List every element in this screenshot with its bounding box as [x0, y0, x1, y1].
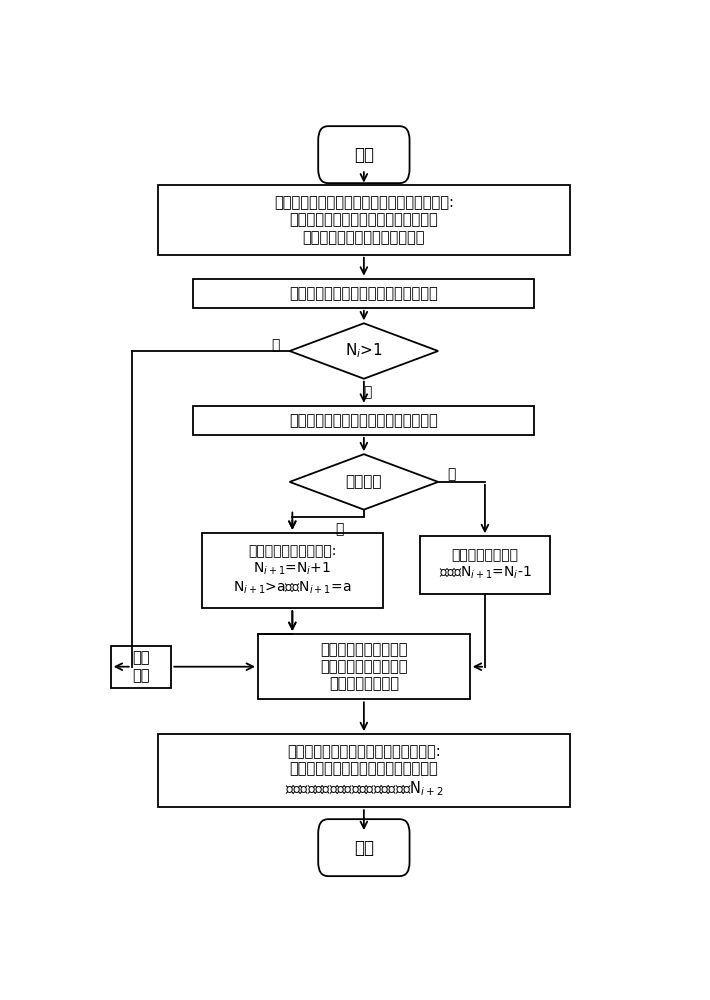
- Text: 前一上电周期蓄电池性能下降结果判断: 前一上电周期蓄电池性能下降结果判断: [290, 413, 438, 428]
- Bar: [193, 279, 535, 308]
- Bar: [202, 533, 383, 608]
- Text: 正常
唤醒: 正常 唤醒: [132, 651, 150, 683]
- Text: 是: 是: [335, 522, 344, 536]
- Text: 读取储存于可擦除可编辑只读器中的相关信息:
前一上电周期蓄电池性能下降判断结果
前一上电周期低压上电唤醒次数: 读取储存于可擦除可编辑只读器中的相关信息: 前一上电周期蓄电池性能下降判断结果 …: [274, 195, 454, 245]
- Polygon shape: [290, 454, 438, 510]
- Polygon shape: [290, 323, 438, 379]
- Text: 开始: 开始: [354, 146, 374, 164]
- Text: 否: 否: [272, 338, 280, 352]
- Text: 当前周期上电唤醒
次数：N$_{i+1}$=N$_{i}$-1: 当前周期上电唤醒 次数：N$_{i+1}$=N$_{i}$-1: [439, 549, 531, 581]
- Bar: [158, 185, 570, 255]
- Bar: [420, 536, 550, 594]
- Bar: [258, 634, 470, 699]
- Bar: [158, 734, 570, 807]
- Text: 结束: 结束: [354, 839, 374, 857]
- Text: 当前周期上电唤醒次数:
N$_{i+1}$=N$_{i}$+1
N$_{i+1}$>a时，N$_{i+1}$=a: 当前周期上电唤醒次数: N$_{i+1}$=N$_{i}$+1 N$_{i+1}…: [233, 545, 351, 596]
- FancyBboxPatch shape: [318, 126, 410, 183]
- Bar: [193, 406, 535, 435]
- Text: 否: 否: [448, 467, 456, 481]
- Text: 性能下降: 性能下降: [346, 474, 382, 489]
- Bar: [111, 646, 171, 688]
- Text: 当前上电周期蓄电池性
能下降判断结果及低压
上电唤醒次数更新: 当前上电周期蓄电池性 能下降判断结果及低压 上电唤醒次数更新: [320, 642, 408, 692]
- Text: N$_{i}$>1: N$_{i}$>1: [345, 342, 383, 360]
- Text: 前一上电周期低压上电唤醒次数的判断: 前一上电周期低压上电唤醒次数的判断: [290, 286, 438, 301]
- Text: 是: 是: [364, 386, 372, 400]
- FancyBboxPatch shape: [318, 819, 410, 876]
- Text: 储存相关信息写到可擦除可编辑只读中:
本次上电周期蓄电池性能下降判断结果
修正过的本上电周期低压上电唤醒次数N$_{i+2}$: 储存相关信息写到可擦除可编辑只读中: 本次上电周期蓄电池性能下降判断结果 修正过…: [285, 744, 443, 798]
